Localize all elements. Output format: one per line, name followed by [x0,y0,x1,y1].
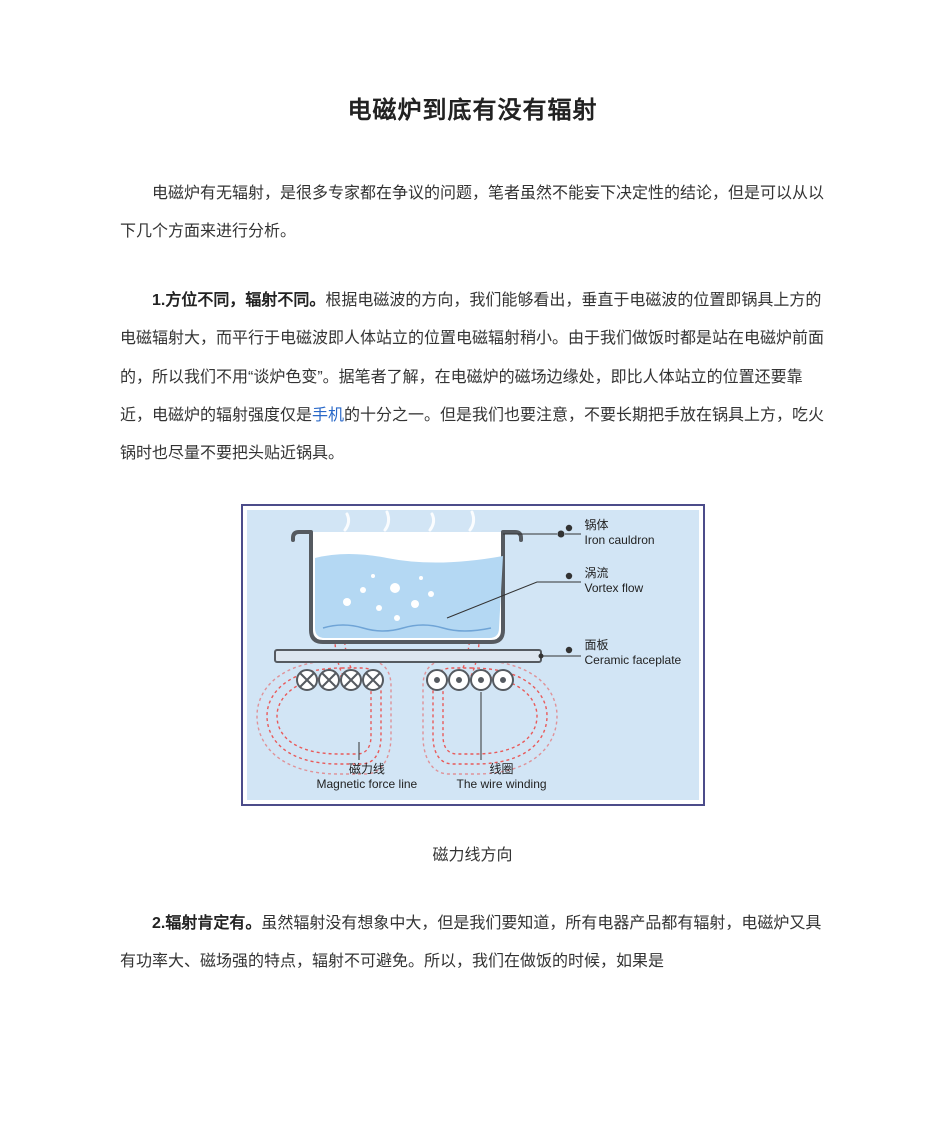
label-coil: 线圈 The wire winding [457,762,547,792]
label-plate: 面板 Ceramic faceplate [585,638,682,668]
section-2-paragraph: 2.辐射肯定有。虽然辐射没有想象中大，但是我们要知道，所有电器产品都有辐射，电磁… [120,905,825,982]
intro-paragraph: 电磁炉有无辐射，是很多专家都在争议的问题，笔者虽然不能妄下决定性的结论，但是可以… [120,175,825,252]
pot-icon [293,532,521,642]
page-title: 电磁炉到底有没有辐射 [120,90,825,125]
section-2-lead: 2.辐射肯定有。 [152,915,261,932]
document-page: 电磁炉到底有没有辐射 电磁炉有无辐射，是很多专家都在争议的问题，笔者虽然不能妄下… [0,0,945,1123]
cross-coil-icon [297,670,383,690]
label-magnetic-line: 磁力线 Magnetic force line [317,762,418,792]
phone-link[interactable]: 手机 [312,407,344,424]
label-vortex: 涡流 Vortex flow [585,566,644,596]
diagram-canvas: 锅体 Iron cauldron 涡流 Vortex flow 面板 Ceram… [247,510,699,800]
section-1-body-before: 根据电磁波的方向，我们能够看出，垂直于电磁波的位置即锅具上方的电磁辐射大，而平行… [120,292,824,424]
figure-caption: 磁力线方向 [120,841,825,865]
dot-coil-icon [427,670,513,690]
faceplate-icon [275,650,541,662]
induction-cooker-diagram: 锅体 Iron cauldron 涡流 Vortex flow 面板 Ceram… [241,504,705,806]
figure-container: 锅体 Iron cauldron 涡流 Vortex flow 面板 Ceram… [120,504,825,806]
section-1-lead: 1.方位不同，辐射不同。 [152,292,325,309]
label-pot: 锅体 Iron cauldron [585,518,655,548]
section-1-paragraph: 1.方位不同，辐射不同。根据电磁波的方向，我们能够看出，垂直于电磁波的位置即锅具… [120,282,825,474]
